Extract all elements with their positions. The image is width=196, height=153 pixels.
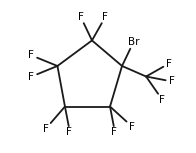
Text: F: F — [111, 127, 117, 137]
Text: F: F — [129, 122, 135, 132]
Text: F: F — [166, 59, 172, 69]
Text: F: F — [169, 76, 175, 86]
Text: F: F — [43, 124, 49, 134]
Text: F: F — [159, 95, 165, 105]
Text: F: F — [102, 12, 108, 22]
Text: Br: Br — [128, 37, 139, 47]
Text: F: F — [28, 50, 34, 60]
Text: F: F — [78, 12, 84, 22]
Text: F: F — [66, 127, 72, 137]
Text: F: F — [28, 72, 34, 82]
